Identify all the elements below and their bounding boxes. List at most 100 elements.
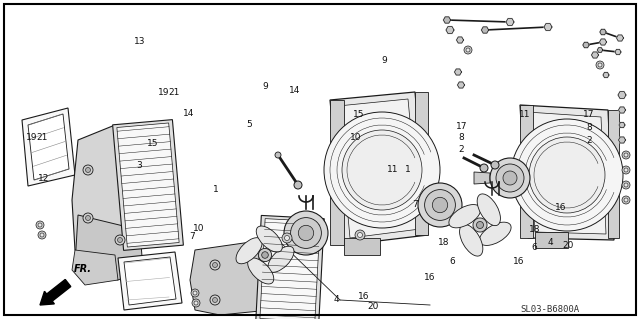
Polygon shape (330, 92, 428, 245)
Polygon shape (344, 238, 380, 255)
Text: 9: 9 (263, 82, 268, 91)
Text: 16: 16 (555, 203, 566, 212)
Text: 4: 4 (334, 295, 339, 304)
Circle shape (622, 166, 630, 174)
Circle shape (294, 181, 302, 189)
Polygon shape (600, 39, 607, 45)
Ellipse shape (236, 238, 262, 264)
Polygon shape (415, 92, 428, 235)
Text: SL03-B6800A: SL03-B6800A (520, 306, 580, 315)
Ellipse shape (449, 204, 481, 228)
Ellipse shape (268, 246, 294, 272)
Circle shape (491, 161, 499, 169)
Polygon shape (330, 100, 344, 245)
Polygon shape (618, 107, 625, 113)
FancyArrow shape (40, 279, 71, 305)
Circle shape (358, 233, 362, 238)
Text: 20: 20 (563, 241, 574, 250)
Circle shape (464, 46, 472, 54)
Text: 8: 8 (586, 123, 591, 132)
Polygon shape (446, 26, 454, 33)
Ellipse shape (248, 258, 274, 284)
Circle shape (355, 230, 365, 240)
Circle shape (38, 231, 46, 239)
Text: 10: 10 (193, 224, 204, 233)
Circle shape (118, 238, 122, 242)
Text: FR.: FR. (74, 264, 92, 274)
Circle shape (284, 211, 328, 255)
Polygon shape (72, 125, 142, 255)
Circle shape (424, 189, 456, 220)
Ellipse shape (256, 226, 282, 252)
Text: 16: 16 (358, 292, 369, 301)
Circle shape (496, 164, 524, 192)
Ellipse shape (460, 224, 483, 256)
Circle shape (192, 299, 200, 307)
Polygon shape (583, 42, 589, 48)
Polygon shape (616, 35, 623, 41)
Circle shape (262, 252, 268, 258)
Circle shape (473, 218, 487, 232)
Text: 6: 6 (449, 257, 454, 266)
Text: 18: 18 (438, 238, 449, 247)
Polygon shape (75, 215, 143, 280)
Text: 15: 15 (147, 139, 158, 148)
Circle shape (529, 137, 605, 213)
Polygon shape (618, 92, 626, 99)
Circle shape (622, 181, 630, 189)
Ellipse shape (477, 194, 500, 226)
Text: 11: 11 (519, 110, 531, 119)
Circle shape (291, 218, 321, 249)
Polygon shape (401, 198, 418, 211)
Text: 17: 17 (583, 110, 595, 119)
Polygon shape (520, 105, 533, 238)
Polygon shape (481, 27, 488, 33)
Circle shape (191, 289, 199, 297)
Polygon shape (603, 72, 609, 78)
Circle shape (476, 221, 484, 228)
Text: 14: 14 (289, 86, 300, 95)
Text: 7: 7 (412, 200, 417, 209)
Circle shape (511, 119, 623, 231)
Circle shape (212, 298, 218, 302)
Circle shape (342, 130, 422, 210)
Text: 4: 4 (548, 238, 553, 247)
Polygon shape (444, 17, 451, 23)
Circle shape (212, 263, 218, 268)
Polygon shape (458, 82, 465, 88)
Text: 14: 14 (183, 109, 195, 118)
Circle shape (503, 171, 517, 185)
Circle shape (285, 235, 289, 241)
Bar (256, 215, 324, 319)
Text: 15: 15 (353, 110, 364, 119)
Text: 21: 21 (36, 133, 48, 142)
Circle shape (83, 213, 93, 223)
Polygon shape (72, 250, 118, 285)
Circle shape (86, 216, 90, 220)
Circle shape (275, 152, 281, 158)
Circle shape (259, 249, 271, 262)
Text: 16: 16 (513, 257, 524, 266)
Circle shape (324, 112, 440, 228)
Text: 9: 9 (381, 56, 387, 65)
Text: 18: 18 (529, 225, 541, 234)
Text: 1: 1 (406, 165, 411, 174)
Polygon shape (338, 99, 420, 238)
Circle shape (210, 295, 220, 305)
Polygon shape (619, 122, 625, 128)
Circle shape (490, 158, 530, 198)
Circle shape (86, 167, 90, 173)
Circle shape (36, 221, 44, 229)
Polygon shape (506, 19, 514, 26)
Circle shape (466, 48, 470, 52)
Polygon shape (520, 105, 614, 240)
Circle shape (194, 301, 198, 305)
Bar (117, 123, 179, 247)
Circle shape (115, 235, 125, 245)
Polygon shape (591, 52, 598, 58)
Text: 13: 13 (134, 37, 145, 46)
Circle shape (418, 183, 462, 227)
Circle shape (624, 153, 628, 157)
Circle shape (282, 233, 292, 243)
Ellipse shape (479, 222, 511, 245)
